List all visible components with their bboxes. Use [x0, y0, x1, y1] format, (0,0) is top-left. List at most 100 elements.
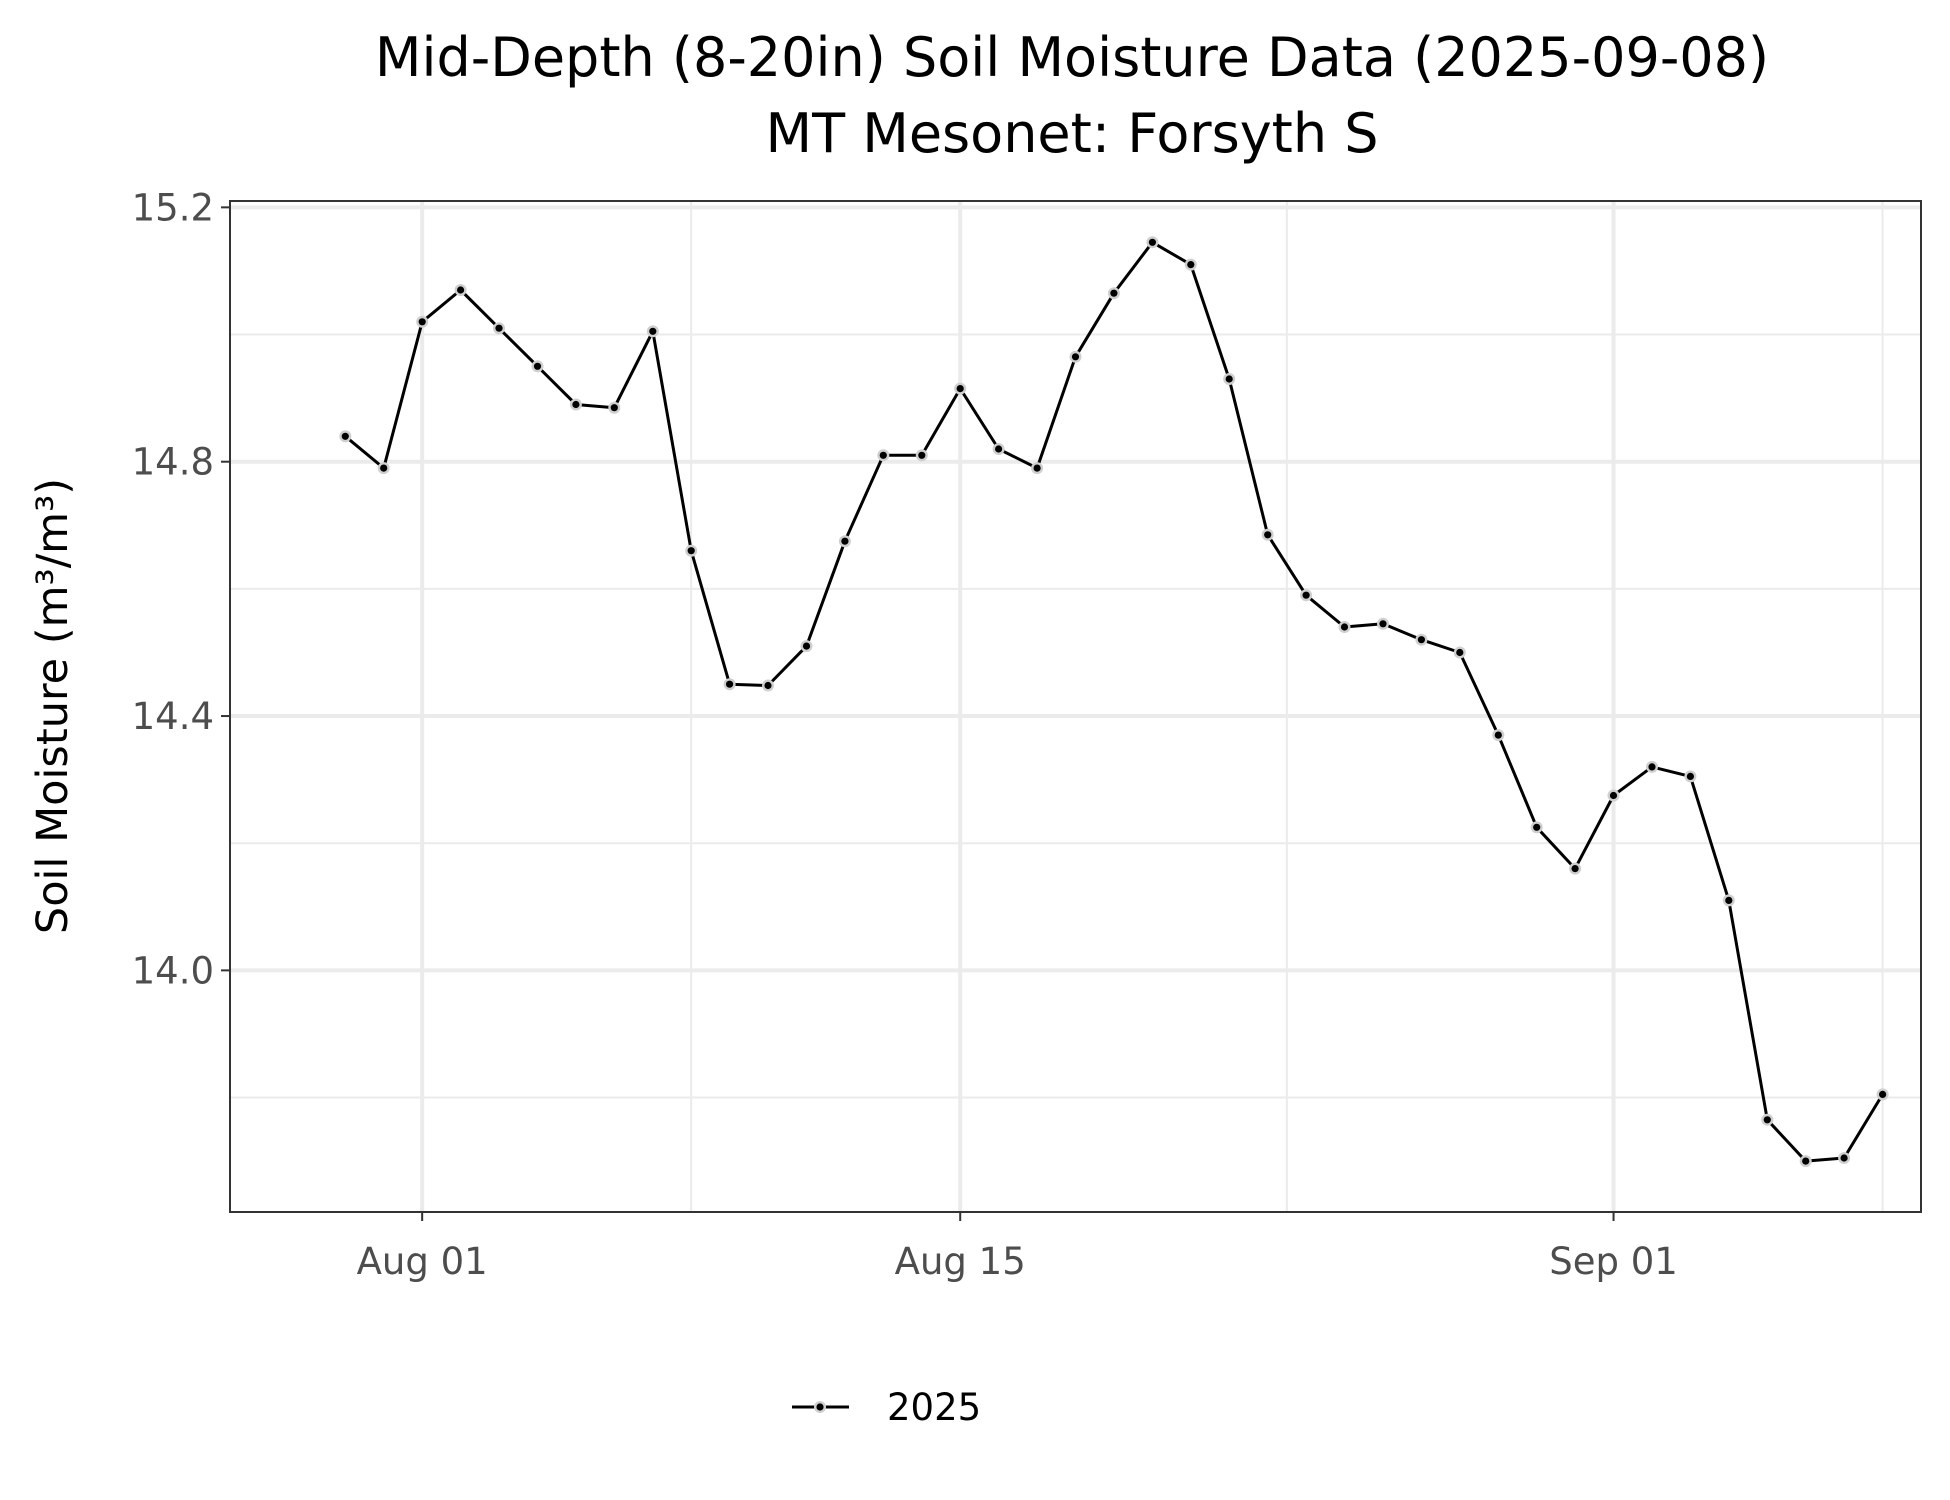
axis-ticks: [221, 206, 1615, 1221]
y-axis-tick-labels: 14.0 14.4 14.8 15.2: [132, 186, 214, 992]
data-point-dot: [1648, 763, 1656, 771]
data-point: [1146, 236, 1159, 249]
data-point: [1722, 894, 1735, 907]
data-point-dot: [1187, 261, 1195, 269]
data-point: [454, 284, 467, 296]
data-point-dot: [533, 362, 542, 370]
data-point-dot: [457, 286, 465, 294]
data-point: [915, 449, 928, 462]
data-point: [954, 382, 967, 395]
data-point: [1530, 821, 1543, 834]
data-point: [685, 544, 698, 557]
data-point-dot: [495, 324, 503, 332]
data-point-dot: [1148, 238, 1156, 246]
data-point-dot: [1225, 375, 1233, 383]
data-point-dot: [879, 451, 887, 459]
data-point-dot: [1340, 623, 1349, 631]
data-point: [339, 430, 352, 443]
data-point: [493, 322, 505, 335]
major-gridlines: [230, 201, 1921, 1212]
y-tick-label: 14.0: [132, 949, 214, 992]
data-point-dot: [726, 680, 734, 688]
data-point-dot: [687, 547, 695, 555]
data-point-dot: [1840, 1154, 1848, 1162]
data-point-dot: [418, 318, 426, 326]
data-point: [762, 679, 774, 692]
data-point-dot: [1456, 648, 1464, 657]
chart-title: Mid-Depth (8-20in) Soil Moisture Data (2…: [375, 26, 1769, 89]
y-tick-label: 14.8: [132, 441, 214, 484]
data-point-dot: [649, 327, 657, 335]
data-point: [1300, 589, 1313, 602]
data-point-dot: [1264, 531, 1272, 539]
data-point: [1223, 373, 1236, 385]
data-point: [1338, 621, 1351, 633]
data-point: [377, 462, 390, 475]
data-point: [1838, 1152, 1851, 1164]
data-point: [646, 325, 659, 338]
data-point: [800, 640, 813, 653]
data-point-dot: [956, 385, 964, 393]
data-point-dot: [1110, 289, 1118, 297]
data-point: [416, 315, 429, 328]
data-point: [992, 443, 1005, 455]
data-point-dot: [802, 642, 811, 650]
data-point-dot: [1879, 1090, 1887, 1098]
data-point-dot: [1033, 464, 1041, 472]
data-point-dot: [1494, 731, 1502, 739]
data-point: [1799, 1155, 1812, 1168]
x-axis-tick-labels: Aug 01 Aug 15 Sep 01: [357, 1240, 1678, 1283]
data-point-dot: [841, 537, 849, 545]
x-tick-label: Aug 01: [357, 1240, 488, 1283]
data-point: [1876, 1088, 1889, 1101]
chart-subtitle: MT Mesonet: Forsyth S: [765, 102, 1378, 165]
data-point-dot: [610, 404, 618, 412]
data-point: [608, 401, 621, 414]
data-point-dot: [380, 464, 388, 472]
data-point-dot: [1379, 620, 1387, 628]
data-point-dot: [1802, 1157, 1810, 1165]
data-point: [1107, 287, 1120, 300]
plot-border: [229, 200, 1922, 1213]
data-point-dot: [764, 681, 772, 690]
data-point: [1261, 528, 1274, 541]
data-point: [569, 398, 582, 411]
data-point: [877, 449, 890, 462]
data-point: [838, 535, 851, 548]
data-point: [1684, 770, 1697, 783]
data-point: [1184, 258, 1197, 271]
data-point: [1069, 350, 1082, 363]
data-point: [1453, 646, 1466, 659]
y-axis-title: Soil Moisture (m³/m³): [28, 478, 78, 934]
legend-label: 2025: [887, 1386, 981, 1429]
data-point-dot: [1609, 791, 1618, 800]
data-point-dot: [1571, 865, 1579, 873]
legend-key-point: [816, 1403, 824, 1411]
data-point: [1377, 617, 1389, 630]
data-point-dot: [572, 400, 580, 409]
data-point: [1031, 462, 1044, 475]
data-point-dot: [995, 445, 1003, 453]
x-tick-label: Sep 01: [1549, 1240, 1678, 1283]
data-point: [1492, 729, 1505, 742]
data-point: [1607, 789, 1620, 802]
series-layer: [339, 236, 1889, 1168]
data-point-dot: [1763, 1116, 1771, 1124]
data-point: [1646, 760, 1658, 773]
y-tick-label: 15.2: [132, 186, 214, 229]
minor-gridlines: [230, 201, 1921, 1212]
x-tick-label: Aug 15: [895, 1240, 1026, 1283]
data-point-dot: [341, 432, 349, 440]
data-point-dot: [918, 451, 926, 459]
data-point-dot: [1725, 896, 1733, 905]
y-tick-label: 14.4: [132, 695, 214, 738]
data-point-dot: [1686, 772, 1694, 781]
data-point: [1761, 1113, 1774, 1126]
data-point-dot: [1302, 591, 1310, 599]
data-point: [1415, 633, 1428, 646]
data-point: [531, 360, 544, 373]
data-point-dot: [1071, 353, 1080, 361]
data-point: [1569, 862, 1582, 875]
legend: 2025: [792, 1386, 981, 1429]
